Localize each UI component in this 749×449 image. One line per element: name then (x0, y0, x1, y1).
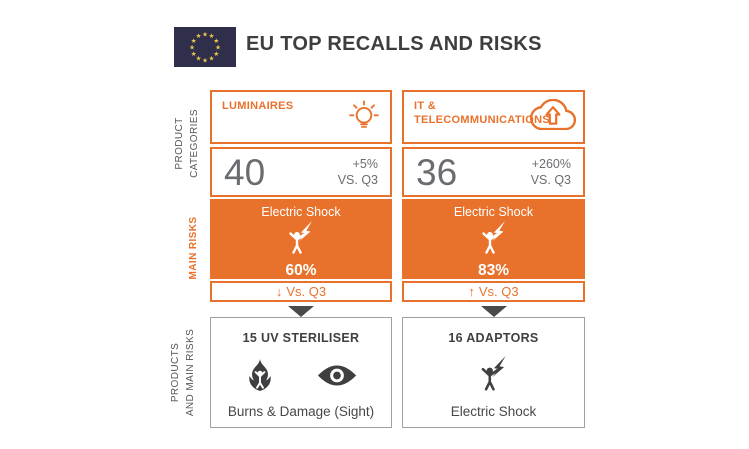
burns-icon (249, 358, 271, 391)
svg-text:★: ★ (209, 32, 215, 40)
risk-share: 83% (477, 262, 510, 279)
main-risk-card: Electric Shock 83% (402, 199, 585, 279)
recall-change: +260% VS. Q3 (531, 156, 571, 189)
trend-label: Vs. Q3 (478, 284, 519, 299)
change-vs-label: VS. Q3 (530, 173, 571, 187)
electric-shock-icon (481, 356, 506, 391)
cloud-upload-icon (530, 99, 576, 130)
recalls-card: 40 +5% VS. Q3 (210, 147, 392, 197)
page-title: EU TOP RECALLS AND RISKS (246, 33, 542, 55)
svg-text:★: ★ (191, 37, 197, 45)
risk-name: Electric Shock (453, 205, 534, 219)
column-it-telecommunications: IT & TELECOMMUNICATIONS 36 +260% VS. Q3 … (402, 90, 585, 428)
side-label-product-categories: PRODUCT CATEGORIES (174, 109, 200, 178)
product-risk-card: 15 UV STERILISER Burns & Damage (Sight) (210, 317, 392, 428)
svg-text:★: ★ (202, 30, 208, 38)
product-icon-row (211, 353, 391, 397)
change-percent: +5% (352, 156, 378, 171)
svg-text:★: ★ (191, 50, 197, 58)
eye-icon (317, 364, 357, 386)
down-pointer-icon (288, 306, 314, 317)
trend-card: ↓ Vs. Q3 (210, 281, 392, 302)
svg-text:★: ★ (202, 56, 208, 64)
trend-down-arrow-icon: ↓ (275, 284, 283, 299)
electric-shock-icon (481, 221, 505, 254)
product-risk-card: 16 ADAPTORS Electric Shock (402, 317, 585, 428)
recall-count: 36 (416, 151, 458, 193)
down-pointer-icon (480, 306, 507, 317)
eu-flag-icon: ★ ★★ ★★★ ★★★ ★★★ (174, 27, 236, 67)
svg-text:★: ★ (215, 43, 221, 51)
product-icon-row (403, 353, 584, 397)
category-card: LUMINAIRES (210, 90, 392, 144)
svg-text:★: ★ (209, 55, 215, 63)
trend-label: Vs. Q3 (286, 284, 327, 299)
risk-name: Electric Shock (261, 205, 341, 219)
product-title: 15 UV STERILISER (242, 331, 360, 345)
trend-card: ↑ Vs. Q3 (402, 281, 585, 302)
side-label-products-and-main-risks: PRODUCTS AND MAIN RISKS (170, 328, 196, 417)
product-title: 16 ADAPTORS (448, 331, 539, 345)
category-name: IT & TELECOMMUNICATIONS (414, 100, 550, 126)
category-name: LUMINAIRES (222, 100, 294, 112)
svg-text:★: ★ (213, 50, 219, 58)
side-label-main-risks: MAIN RISKS (188, 216, 199, 280)
change-vs-label: VS. Q3 (337, 173, 378, 187)
change-percent: +260% (531, 156, 571, 171)
recalls-card: 36 +260% VS. Q3 (402, 147, 585, 197)
recall-change: +5% VS. Q3 (338, 156, 378, 189)
svg-text:★: ★ (189, 43, 195, 51)
recall-count: 40 (224, 151, 266, 193)
electric-shock-icon (289, 221, 312, 254)
product-risk-label: Electric Shock (450, 404, 537, 419)
svg-text:★: ★ (196, 55, 202, 63)
lightbulb-icon (349, 100, 379, 128)
svg-text:★: ★ (196, 32, 202, 40)
main-risk-card: Electric Shock 60% (210, 199, 392, 279)
category-card: IT & TELECOMMUNICATIONS (402, 90, 585, 144)
svg-text:★: ★ (213, 37, 219, 45)
product-risk-label: Burns & Damage (Sight) (227, 404, 375, 419)
trend-up-arrow-icon: ↑ (468, 284, 475, 299)
risk-share: 60% (285, 262, 317, 279)
column-luminaires: LUMINAIRES 40 +5% VS. Q3 Electric Shock … (210, 90, 392, 428)
